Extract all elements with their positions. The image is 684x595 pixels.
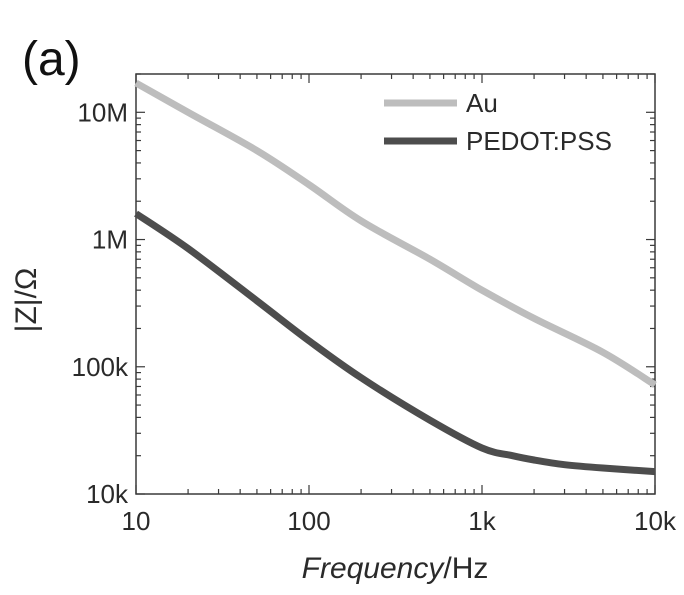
plot-frame <box>135 73 656 495</box>
x-tick-label: 1k <box>468 506 496 536</box>
axis-tick-labels: 10 100 1k 10k 10k 100k 1M 10M <box>72 97 677 536</box>
legend-label: PEDOT:PSS <box>466 126 612 156</box>
y-axis-title: |Z|/Ω <box>10 268 43 333</box>
series-lines <box>134 79 657 476</box>
legend-label: Au <box>466 88 498 118</box>
x-tick-label: 10k <box>634 506 677 536</box>
legend: Au PEDOT:PSS <box>384 88 612 156</box>
y-tick-label: 10k <box>86 479 129 509</box>
series-line-pedot-pss <box>134 210 656 476</box>
y-tick-label: 1M <box>92 225 128 255</box>
panel-label: (a) <box>22 33 81 86</box>
x-axis-title-unit: /Hz <box>443 552 488 585</box>
x-tick-label: 100 <box>287 506 330 536</box>
x-axis-title-italic: Frequency <box>302 552 446 585</box>
x-axis-title: Frequency/Hz <box>302 552 489 585</box>
x-tick-label: 10 <box>122 506 151 536</box>
series-line-au <box>134 79 657 388</box>
axis-ticks <box>135 73 656 495</box>
y-tick-label: 10M <box>77 97 128 127</box>
y-tick-label: 100k <box>72 352 129 382</box>
